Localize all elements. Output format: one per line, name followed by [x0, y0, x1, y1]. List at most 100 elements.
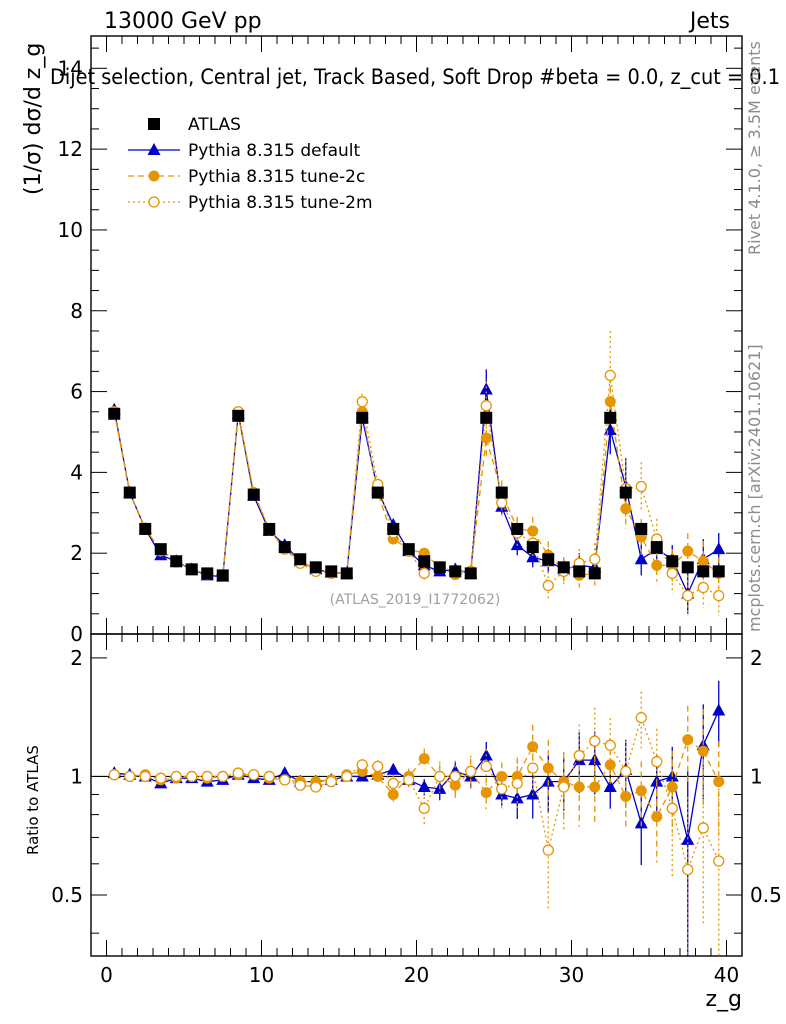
series-pythia-8-315-default [107, 369, 726, 614]
data-point [139, 522, 152, 535]
data-point [185, 563, 198, 576]
legend-label: ATLAS [188, 115, 241, 135]
ratio-point [542, 844, 554, 856]
ratio-point [651, 756, 663, 768]
data-point [108, 407, 121, 420]
data-point [527, 525, 539, 537]
legend-item-atlas: ATLAS [148, 115, 241, 135]
ratio-point [248, 769, 260, 781]
ratio-point [480, 760, 492, 773]
data-point [526, 541, 539, 554]
ratio-point [635, 785, 647, 797]
ratio-point [697, 822, 709, 834]
ratio-point [279, 774, 291, 786]
data-point [604, 369, 616, 382]
ratio-point [496, 783, 508, 795]
legend-label: Pythia 8.315 tune-2c [188, 167, 365, 187]
ratio-point [341, 770, 353, 783]
ratio-point [449, 770, 461, 783]
data-point [495, 486, 508, 499]
ratio-point [217, 770, 229, 783]
ratio-point [573, 749, 585, 762]
ratio-series-pythia-8-315-default [107, 680, 726, 956]
ratio-point [387, 777, 399, 790]
ratio-point [155, 772, 167, 784]
ratio-point [372, 770, 384, 782]
data-point [682, 589, 694, 602]
main-panel: 0 2 4 6 8 10 12 14 [58, 35, 743, 646]
data-point [542, 579, 554, 592]
legend-marker [148, 118, 160, 130]
ratio-point [294, 779, 306, 791]
x-tick-label: 20 [404, 963, 429, 987]
ratio-point [558, 781, 570, 793]
ratio-point [108, 769, 120, 781]
ratio-point [434, 770, 446, 783]
ratio-point [124, 770, 136, 783]
ratio-point [417, 780, 431, 793]
ratio-point [170, 770, 182, 783]
ratio-point [635, 712, 647, 724]
data-point [325, 565, 338, 578]
data-point [526, 550, 540, 563]
legend-label: Pythia 8.315 default [188, 141, 361, 161]
data-point [449, 565, 462, 578]
main-y-axis-label: (1/σ) dσ/d z_g [21, 43, 46, 195]
ratio-point [573, 781, 585, 793]
legend-item-pythia-8-315-tune-2m: Pythia 8.315 tune-2m [128, 193, 373, 213]
data-point [480, 400, 492, 412]
data-point [356, 411, 369, 424]
x-tick-label: 30 [559, 963, 584, 987]
ratio-point [386, 762, 400, 775]
data-point [170, 555, 183, 568]
ratio-point [589, 735, 601, 747]
ratio-y-axis-label: Ratio to ATLAS [24, 745, 42, 855]
y-tick-label: 12 [58, 137, 83, 161]
data-point [604, 411, 617, 424]
rivet-side-label: Rivet 4.1.0, ≥ 3.5M events [745, 41, 764, 255]
x-tick-label: 10 [249, 963, 274, 987]
ratio-point [620, 765, 632, 778]
data-point [697, 581, 709, 594]
ratio-line [114, 715, 720, 872]
data-point [589, 553, 601, 565]
data-point [496, 497, 508, 509]
ratio-point [418, 802, 430, 814]
data-point [480, 432, 492, 444]
legend-marker [147, 143, 161, 155]
ratio-point [527, 741, 539, 753]
data-point [573, 565, 586, 578]
header-right: Jets [688, 9, 730, 34]
ratio-point [139, 770, 151, 783]
data-point [650, 541, 663, 554]
ratio-point [403, 774, 415, 786]
ratio-y-tick-label: 2 [750, 646, 763, 670]
data-point [216, 569, 229, 582]
ratio-point [480, 787, 492, 799]
data-point [511, 522, 524, 535]
ratio-point [418, 753, 430, 765]
data-point [356, 396, 368, 408]
y-tick-label: 2 [70, 541, 83, 565]
ratio-point [232, 767, 244, 779]
ratio-line [114, 710, 720, 841]
x-tick-label: 0 [100, 963, 113, 987]
data-point [479, 382, 493, 395]
analysis-watermark: (ATLAS_2019_I1772062) [330, 592, 501, 608]
data-point [542, 553, 555, 566]
x-axis-label: z_g [705, 987, 742, 1012]
ratio-point [651, 811, 663, 823]
ratio-point [682, 863, 694, 876]
data-point [681, 561, 694, 574]
data-point [682, 545, 694, 557]
data-point [697, 565, 710, 578]
data-point [201, 567, 214, 580]
ratio-point [325, 776, 337, 788]
legend: ATLAS Pythia 8.315 default Pythia 8.315 tu… [128, 115, 373, 213]
data-point [651, 559, 663, 571]
data-point [712, 565, 725, 578]
legend-marker [148, 196, 160, 208]
data-point [480, 411, 493, 424]
ratio-point [372, 760, 384, 773]
